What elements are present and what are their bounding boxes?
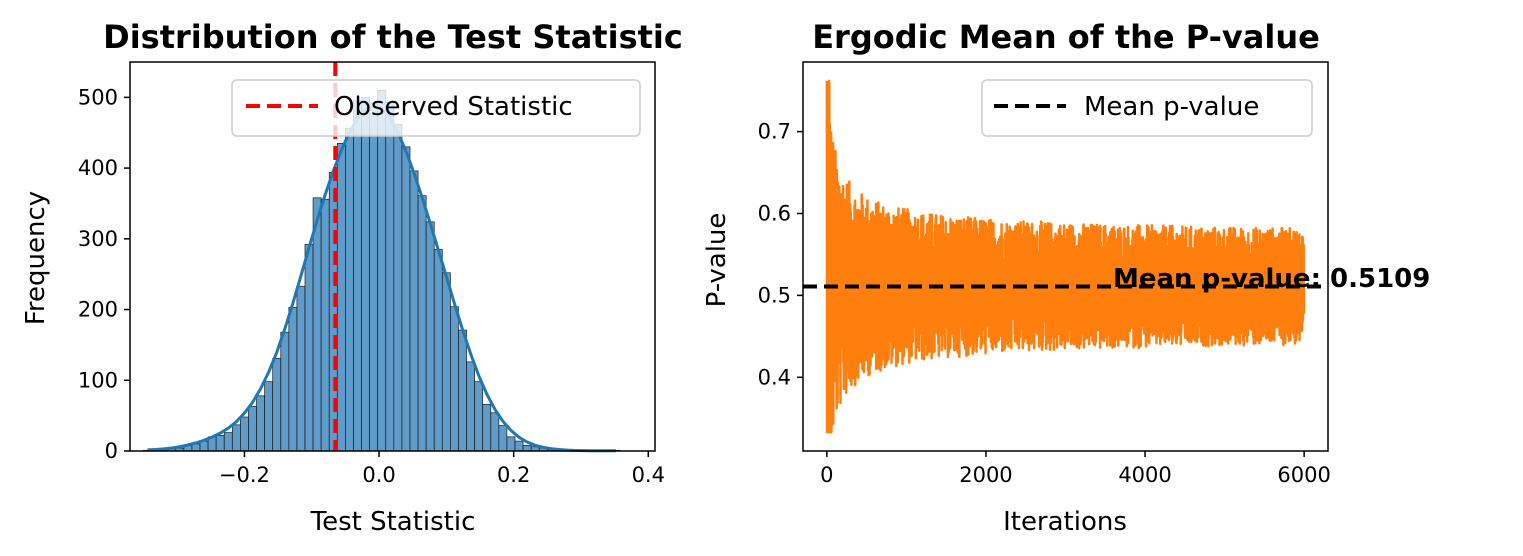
histogram-bar <box>441 272 451 452</box>
histogram-title: Distribution of the Test Statistic <box>103 18 683 56</box>
histogram-plot-area <box>143 62 621 453</box>
histogram-bar <box>417 195 427 452</box>
histogram-bar <box>458 329 467 452</box>
histogram-bar <box>256 395 265 452</box>
histogram-bar <box>466 361 475 452</box>
histogram-y-ticks: 0 100 200 300 400 500 <box>78 85 130 463</box>
histogram-axes-frame <box>129 61 656 452</box>
pvalue-mean-annotation: Mean p-value: 0.5109 <box>1113 264 1430 294</box>
pvalue-ergodic-line <box>825 79 1306 434</box>
pvalue-x-label: Iterations <box>1003 507 1127 537</box>
histogram-bar <box>231 424 241 452</box>
histogram-bar <box>450 306 459 452</box>
histogram-bar <box>514 440 524 452</box>
y-tick-label: 500 <box>78 85 118 109</box>
pvalue-plot-area <box>803 79 1328 434</box>
histogram-legend-box <box>231 79 641 137</box>
x-tick-label: 0.2 <box>497 463 530 487</box>
histogram-bar <box>345 128 354 452</box>
pvalue-panel: Ergodic Mean of the P-value 0 2000 4000 600… <box>702 18 1430 537</box>
histogram-bar <box>320 198 330 452</box>
histogram-y-label: Frequency <box>21 191 51 325</box>
histogram-bar <box>312 197 322 452</box>
pvalue-x-ticks: 0 2000 4000 6000 <box>820 451 1331 487</box>
histogram-bar <box>506 436 516 452</box>
histogram-bar <box>409 170 419 452</box>
histogram-bar <box>353 99 362 452</box>
pvalue-axes-frame <box>802 61 1329 452</box>
histogram-bar <box>474 381 484 452</box>
histogram-bar <box>401 146 411 452</box>
x-tick-label: 0 <box>820 463 833 487</box>
histogram-bar <box>522 444 532 452</box>
histogram-bar <box>498 425 508 452</box>
y-tick-label: 0.7 <box>758 120 791 144</box>
histogram-bar <box>264 381 274 452</box>
histogram-bar <box>490 412 500 452</box>
histogram-bar <box>377 89 387 452</box>
histogram-bar <box>433 249 443 452</box>
y-tick-label: 0.4 <box>758 365 791 389</box>
histogram-bar <box>240 416 249 452</box>
histogram-bar <box>369 102 379 452</box>
histogram-bar <box>280 331 290 452</box>
histogram-bar <box>272 357 282 452</box>
pvalue-legend-label: Mean p-value <box>1084 92 1259 122</box>
x-tick-label: 6000 <box>1277 463 1330 487</box>
histogram-bar <box>248 406 257 452</box>
y-tick-label: 0.6 <box>758 202 791 226</box>
histogram-bar <box>393 123 403 452</box>
x-tick-label: 2000 <box>959 463 1012 487</box>
histogram-bar <box>215 435 225 452</box>
x-tick-label: 4000 <box>1118 463 1171 487</box>
x-tick-label: 0.4 <box>632 463 665 487</box>
pvalue-y-label: P-value <box>702 213 732 308</box>
pvalue-y-ticks: 0.4 0.5 0.6 0.7 <box>758 120 803 389</box>
y-tick-label: 200 <box>78 298 118 322</box>
y-tick-label: 100 <box>78 368 118 392</box>
histogram-bar <box>288 307 298 452</box>
histogram-x-ticks: −0.2 0.0 0.2 0.4 <box>219 451 665 487</box>
histogram-panel: Distribution of the Test Statistic −0.2 0… <box>21 18 683 537</box>
histogram-bar <box>304 244 314 452</box>
y-tick-label: 400 <box>78 156 118 180</box>
histogram-bar <box>336 142 346 452</box>
x-tick-label: 0.0 <box>362 463 395 487</box>
y-tick-label: 300 <box>78 227 118 251</box>
y-tick-label: 0 <box>105 439 118 463</box>
histogram-bar <box>296 285 306 452</box>
histogram-bar <box>482 403 492 452</box>
y-tick-label: 0.5 <box>758 283 791 307</box>
histogram-x-label: Test Statistic <box>310 507 476 537</box>
pvalue-title: Ergodic Mean of the P-value <box>812 18 1320 56</box>
pvalue-legend-box <box>981 79 1313 137</box>
histogram-bar <box>425 221 435 452</box>
x-tick-label: −0.2 <box>219 463 270 487</box>
histogram-legend-label: Observed Statistic <box>334 92 573 122</box>
histogram-bar <box>361 97 370 452</box>
histogram-bar <box>223 432 233 452</box>
histogram-bar <box>385 101 395 452</box>
pvalue-legend: Mean p-value <box>981 79 1313 137</box>
histogram-legend: Observed Statistic <box>231 79 641 137</box>
